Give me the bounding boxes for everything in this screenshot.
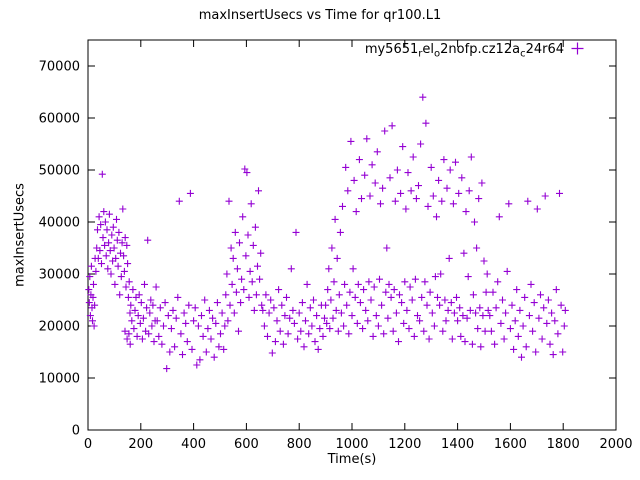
y-tick-label: 60000 [39,112,80,127]
y-tick-label: 50000 [39,164,80,179]
x-tick-label: 0 [84,437,92,452]
x-tick-label: 400 [181,437,206,452]
y-tick-label: 70000 [39,60,80,75]
y-tick-label: 0 [72,424,80,439]
x-tick-label: 1200 [388,437,421,452]
legend-label-subscript: r [418,48,423,60]
y-tick-label: 10000 [39,372,80,387]
legend: my5651relo2nofp.cz12ac24r64 [365,42,590,60]
y-tick-label: 20000 [39,320,80,335]
scatter-points [85,93,569,373]
y-tick-label: 40000 [39,216,80,231]
legend-label-part: el [422,42,435,57]
x-tick-label: 1400 [441,437,474,452]
x-tick-label: 2000 [599,437,632,452]
x-tick-label: 1800 [547,437,580,452]
x-axis-label: Time(s) [327,452,377,467]
legend-label-subscript: o [434,48,441,60]
legend-label-part: 24r64 [525,42,564,57]
x-tick-label: 1000 [335,437,368,452]
legend-label-part: 2nofp.cz12a [440,42,521,57]
legend-series-label: my5651relo2nofp.cz12ac24r64 [365,42,564,60]
x-tick-label: 200 [128,437,153,452]
x-tick-label: 600 [234,437,259,452]
y-axis-label: maxInsertUsecs [12,183,28,287]
legend-label-subscript: c [520,48,526,60]
y-tick-label: 30000 [39,268,80,283]
x-tick-label: 800 [287,437,312,452]
chart-title: maxInsertUsecs vs Time for qr100.L1 [198,8,442,23]
legend-label-part: my5651 [364,42,419,57]
legend-plus-marker-icon [564,42,590,59]
x-tick-label: 1600 [494,437,527,452]
